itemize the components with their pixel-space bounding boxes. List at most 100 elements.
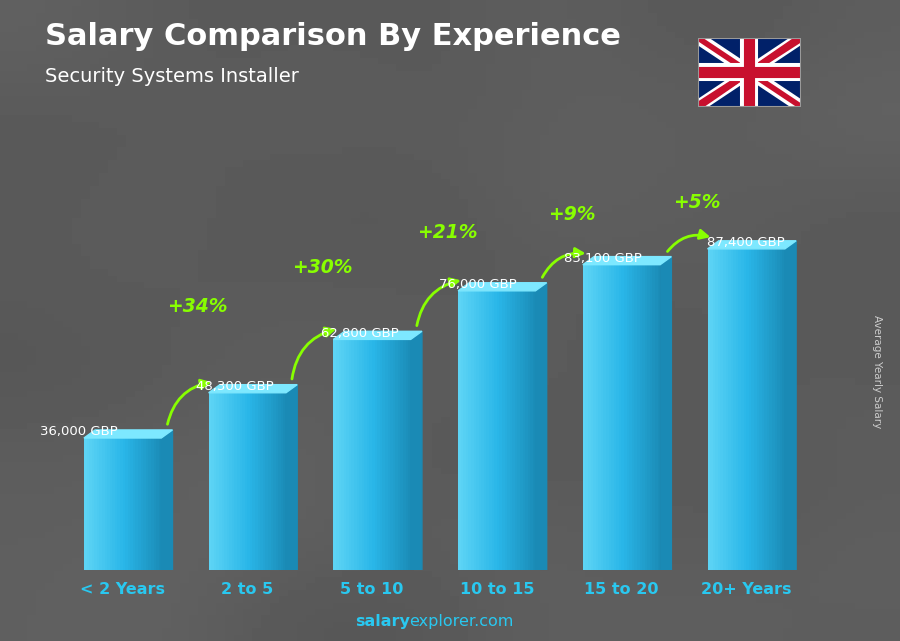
Bar <box>779 249 783 570</box>
Bar <box>650 265 652 570</box>
Text: Salary Comparison By Experience: Salary Comparison By Experience <box>45 22 621 51</box>
Bar <box>408 339 411 570</box>
Bar <box>746 249 749 570</box>
Bar <box>281 393 284 570</box>
Bar <box>209 393 212 570</box>
Polygon shape <box>458 283 546 291</box>
Bar <box>626 265 629 570</box>
Bar <box>728 249 731 570</box>
Bar <box>585 265 589 570</box>
Bar <box>133 438 136 570</box>
Bar <box>253 393 256 570</box>
Bar <box>515 291 518 570</box>
Polygon shape <box>536 283 546 570</box>
Polygon shape <box>333 331 422 339</box>
Bar <box>359 339 362 570</box>
Bar <box>752 249 754 570</box>
Text: Security Systems Installer: Security Systems Installer <box>45 67 299 87</box>
Bar <box>94 438 97 570</box>
Bar <box>725 249 728 570</box>
Bar <box>385 339 388 570</box>
Bar <box>523 291 526 570</box>
Bar <box>392 339 395 570</box>
Bar <box>624 265 627 570</box>
Bar <box>97 438 100 570</box>
Bar <box>778 249 780 570</box>
Bar <box>494 291 497 570</box>
Bar <box>629 265 632 570</box>
Polygon shape <box>707 241 796 249</box>
Bar <box>533 291 536 570</box>
Bar <box>476 291 479 570</box>
Bar <box>520 291 523 570</box>
Bar <box>140 438 143 570</box>
Bar <box>84 438 86 570</box>
Bar <box>341 339 344 570</box>
Bar <box>458 291 461 570</box>
Text: explorer.com: explorer.com <box>410 615 514 629</box>
Bar <box>491 291 494 570</box>
Bar <box>739 249 742 570</box>
Bar <box>227 393 230 570</box>
Bar <box>479 291 482 570</box>
Bar <box>707 249 710 570</box>
Bar <box>640 265 643 570</box>
Bar <box>351 339 355 570</box>
Bar <box>614 265 617 570</box>
Bar <box>764 249 767 570</box>
Bar <box>86 438 89 570</box>
Bar <box>367 339 370 570</box>
Bar <box>482 291 484 570</box>
Polygon shape <box>286 385 297 570</box>
Bar <box>723 249 725 570</box>
Bar <box>234 393 238 570</box>
Bar <box>266 393 268 570</box>
Bar <box>734 249 736 570</box>
Text: +34%: +34% <box>167 297 228 316</box>
Bar <box>146 438 148 570</box>
Bar <box>112 438 115 570</box>
Bar <box>590 265 593 570</box>
Text: 83,100 GBP: 83,100 GBP <box>563 252 642 265</box>
Bar <box>263 393 266 570</box>
Bar <box>214 393 217 570</box>
Bar <box>658 265 661 570</box>
Bar <box>107 438 110 570</box>
Bar <box>128 438 130 570</box>
Bar <box>622 265 625 570</box>
Bar <box>398 339 400 570</box>
Text: Average Yearly Salary: Average Yearly Salary <box>872 315 883 428</box>
Bar <box>273 393 276 570</box>
Polygon shape <box>661 256 671 570</box>
Bar <box>487 291 490 570</box>
Polygon shape <box>84 430 173 438</box>
Bar <box>775 249 778 570</box>
Bar <box>644 265 647 570</box>
Bar <box>221 393 224 570</box>
Bar <box>468 291 472 570</box>
Bar <box>500 291 502 570</box>
Bar <box>219 393 221 570</box>
Bar <box>593 265 596 570</box>
Text: +5%: +5% <box>672 193 720 212</box>
Bar <box>759 249 762 570</box>
Bar <box>237 393 239 570</box>
Bar <box>616 265 619 570</box>
Text: 48,300 GBP: 48,300 GBP <box>196 380 274 393</box>
Bar <box>156 438 159 570</box>
Bar <box>619 265 622 570</box>
Bar <box>655 265 658 570</box>
Bar <box>275 393 278 570</box>
Bar <box>642 265 645 570</box>
Bar <box>743 249 746 570</box>
Bar <box>611 265 614 570</box>
Bar <box>92 438 94 570</box>
Bar <box>271 393 274 570</box>
Bar <box>349 339 352 570</box>
Bar <box>736 249 739 570</box>
Text: salary: salary <box>355 615 410 629</box>
Bar <box>356 339 359 570</box>
Bar <box>216 393 220 570</box>
Text: +9%: +9% <box>548 204 596 224</box>
Bar <box>588 265 590 570</box>
